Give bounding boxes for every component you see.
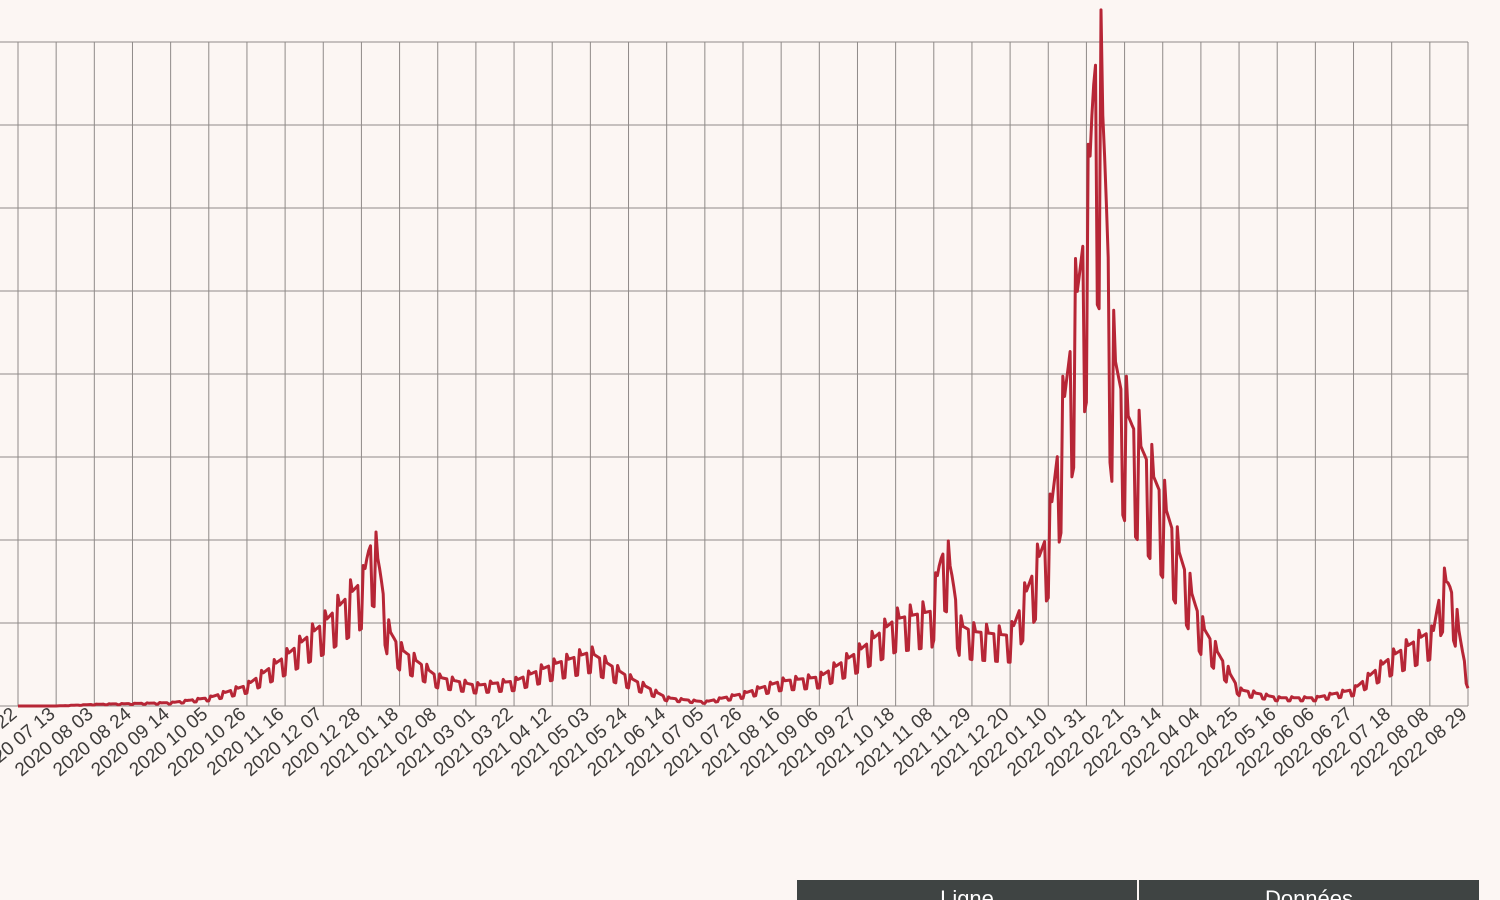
series-line <box>18 8 1470 708</box>
tab-data[interactable]: Données <box>1137 880 1479 900</box>
view-tab-bar: Ligne Données <box>797 880 1479 900</box>
tab-line[interactable]: Ligne <box>797 880 1137 900</box>
data-series <box>18 8 1470 708</box>
grid <box>0 41 1469 707</box>
